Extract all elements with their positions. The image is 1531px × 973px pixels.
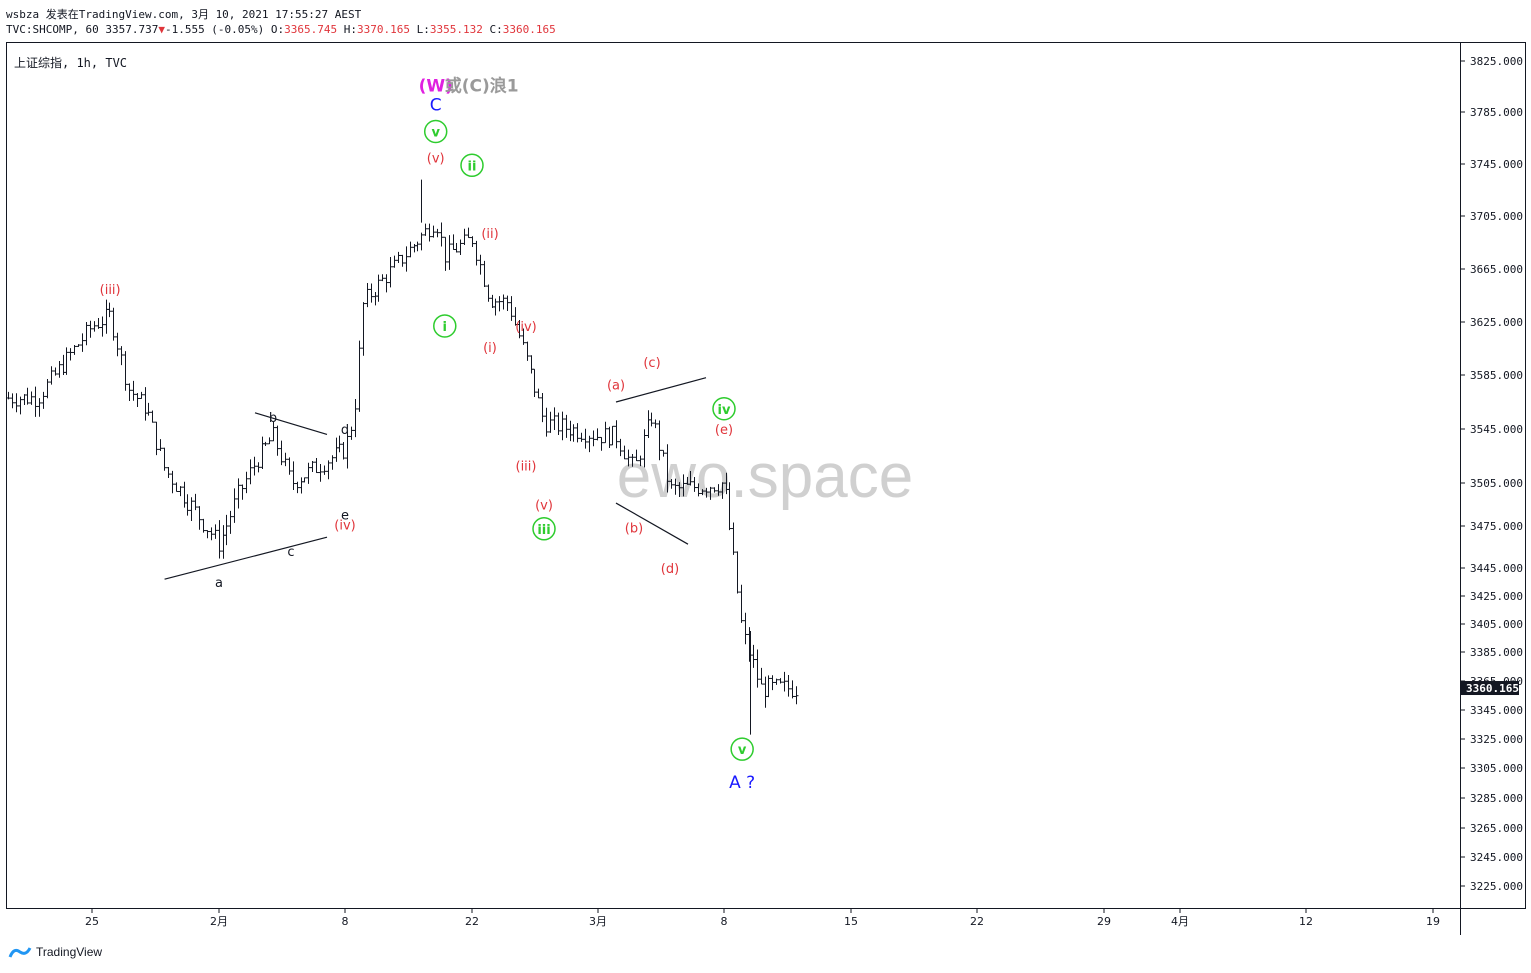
close-value: 3360.165	[502, 23, 556, 36]
y-tick-label: 3475.000	[1470, 520, 1523, 533]
wave-label: c	[287, 545, 294, 560]
down-arrow-icon: ▼	[158, 23, 165, 36]
open-value: 3365.745	[284, 23, 338, 36]
y-tick-label: 3305.000	[1470, 762, 1523, 775]
wave-label-circle	[730, 737, 754, 761]
y-tick-label: 3325.000	[1470, 733, 1523, 746]
x-tick-label: 22	[970, 915, 984, 928]
price-chart[interactable]: ewo.space 上证综指, 1h, TVC 3225.000 3245.000…	[0, 0, 1531, 940]
wave-label: (iv)	[334, 519, 355, 534]
trendline	[254, 412, 328, 435]
price-axis[interactable]: 3225.000 3245.000 3265.000 3285.000 3305.000…	[1460, 55, 1523, 893]
wave-label-circle	[712, 397, 736, 421]
y-tick-label: 3505.000	[1470, 477, 1523, 490]
x-tick-label: 8	[342, 915, 349, 928]
y-tick-label: 3265.000	[1470, 822, 1523, 835]
wave-label: (d)	[661, 562, 679, 577]
open-label: O:	[270, 23, 285, 36]
legend-title: 上证综指, 1h, TVC	[14, 55, 127, 70]
wave-label: (iii)	[100, 283, 121, 298]
wave-label: C	[430, 96, 442, 116]
y-tick-label: 3785.000	[1470, 106, 1523, 119]
wave-label: b	[269, 411, 277, 426]
last-price-marker: 3360.165	[1461, 681, 1519, 696]
footer-brand: TradingView	[36, 945, 103, 959]
x-tick-label: 12	[1299, 915, 1313, 928]
ohlc-header: TVC:SHCOMP, 60 3357.737▼-1.555 (-0.05%) …	[6, 23, 556, 36]
watermark: ewo.space	[617, 442, 913, 511]
y-tick-label: 3625.000	[1470, 316, 1523, 329]
x-tick-label: 8	[721, 915, 728, 928]
last-price-tag	[1461, 681, 1519, 696]
trendline	[615, 502, 689, 545]
x-tick-label: 25	[85, 915, 99, 928]
wave-labels: (iii)abcde(iv)(W)或(C)浪1Cv(v)iii(ii)(i)(i…	[100, 76, 756, 794]
y-tick-label: 3705.000	[1470, 210, 1523, 223]
y-tick-label: 3445.000	[1470, 562, 1523, 575]
trendline	[615, 377, 707, 403]
wave-label: (iv)	[515, 320, 536, 335]
change-text: -1.555 (-0.05%)	[164, 23, 265, 36]
low-label: L:	[416, 23, 430, 36]
wave-label: (a)	[607, 378, 625, 393]
y-tick-label: 3225.000	[1470, 880, 1523, 893]
last-price-text: 3357.737	[105, 23, 159, 36]
x-tick-label: 19	[1426, 915, 1440, 928]
symbol-text: TVC:SHCOMP, 60	[6, 23, 99, 36]
y-tick-label: 3425.000	[1470, 590, 1523, 603]
wave-label: (c)	[643, 356, 660, 371]
high-label: H:	[343, 23, 358, 36]
y-tick-label: 3385.000	[1470, 646, 1523, 659]
wave-label: (iii)	[516, 459, 537, 474]
wave-label: iv	[718, 403, 731, 418]
wave-label: (ii)	[481, 227, 498, 242]
wave-label: (e)	[715, 423, 733, 438]
x-tick-label: 3月	[589, 915, 607, 928]
ohlc-bars	[6, 179, 799, 735]
wave-label: e	[341, 509, 349, 524]
wave-label: ii	[468, 159, 477, 174]
x-tick-label: 22	[465, 915, 479, 928]
wave-label-circle	[423, 119, 448, 144]
wave-label-circle	[460, 153, 484, 178]
y-tick-label: 3405.000	[1470, 618, 1523, 631]
y-tick-label: 3585.000	[1470, 369, 1523, 382]
last-price-label: 3360.165	[1466, 682, 1519, 695]
wave-label: v	[738, 743, 747, 758]
wave-label: (v)	[535, 499, 553, 514]
wave-label: d	[341, 423, 349, 438]
x-tick-label: 15	[844, 915, 858, 928]
wave-label: v	[431, 126, 440, 141]
y-tick-label: 3345.000	[1470, 704, 1523, 717]
x-tick-label: 4月	[1171, 915, 1189, 928]
wave-label-circle	[532, 517, 556, 541]
y-tick-label: 3545.000	[1470, 423, 1523, 436]
x-tick-label: 29	[1097, 915, 1111, 928]
high-value: 3370.165	[357, 23, 411, 36]
y-tick-label: 3285.000	[1470, 792, 1523, 805]
y-tick-label: 3245.000	[1470, 851, 1523, 864]
wave-label: (b)	[625, 521, 643, 536]
trendline	[164, 536, 328, 580]
y-tick-label: 3745.000	[1470, 158, 1523, 171]
low-value: 3355.132	[429, 23, 483, 36]
wave-label: a	[215, 576, 223, 591]
wave-label: (v)	[427, 152, 445, 167]
time-axis[interactable]: 25 2月 8 22 3月 8 15 22 29 4月 12 19	[85, 908, 1440, 929]
footer[interactable]: TradingView	[8, 945, 102, 959]
wave-label: (i)	[483, 341, 497, 356]
wave-label: i	[443, 320, 447, 335]
wave-label: A ?	[729, 773, 755, 793]
wave-label: 或(C)浪1	[445, 76, 519, 97]
wave-label-circle	[433, 314, 457, 338]
x-tick-label: 2月	[210, 915, 228, 928]
y-tick-label: 3825.000	[1470, 55, 1523, 68]
y-tick-label: 3665.000	[1470, 263, 1523, 276]
wave-label: iii	[537, 523, 550, 538]
close-label: C:	[489, 23, 503, 36]
publish-info: wsbza 发表在TradingView.com, 3月 10, 2021 17…	[6, 8, 362, 21]
trendlines	[164, 377, 707, 580]
tradingview-logo-icon	[8, 947, 32, 958]
wave-label: (W)	[419, 77, 453, 97]
